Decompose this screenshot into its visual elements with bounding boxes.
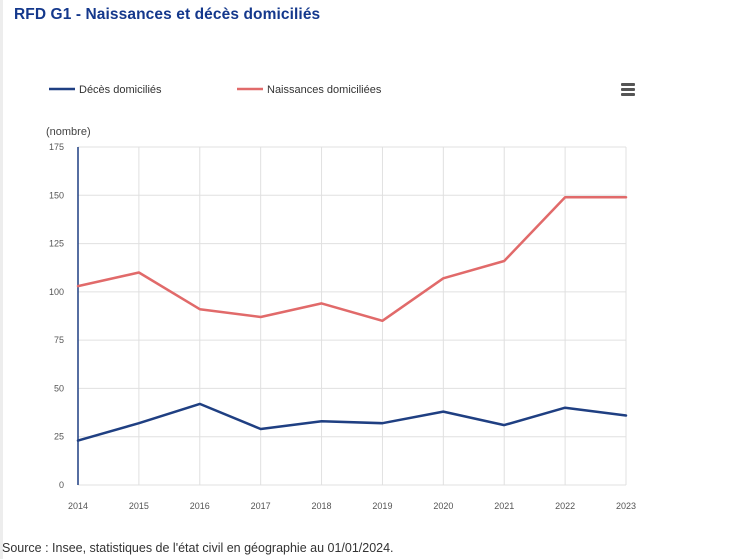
x-tick-label: 2016 <box>190 501 210 511</box>
y-tick-label: 0 <box>59 480 64 490</box>
y-tick-label: 125 <box>49 239 64 249</box>
source-note: Source : Insee, statistiques de l'état c… <box>2 541 394 555</box>
y-tick-label: 100 <box>49 287 64 297</box>
y-tick-label: 150 <box>49 190 64 200</box>
y-tick-label: 50 <box>54 383 64 393</box>
y-tick-label: 175 <box>49 142 64 152</box>
x-tick-label: 2022 <box>555 501 575 511</box>
legend-label[interactable]: Naissances domiciliées <box>267 84 382 96</box>
legend-label[interactable]: Décès domiciliés <box>79 84 162 96</box>
y-tick-label: 75 <box>54 335 64 345</box>
chart-title: RFD G1 - Naissances et décès domiciliés <box>14 6 321 23</box>
y-tick-label: 25 <box>54 432 64 442</box>
page-left-border <box>0 0 3 559</box>
x-tick-label: 2015 <box>129 501 149 511</box>
line-chart: 0 25 50 75 100 125 150 175 2014 2015 2016 2017 2018 2… <box>46 84 636 511</box>
x-tick-label: 2019 <box>372 501 392 511</box>
hamburger-menu-icon[interactable] <box>619 82 637 98</box>
naissances-series-line <box>76 195 628 323</box>
deces-series-line <box>76 402 628 442</box>
x-tick-label: 2020 <box>433 501 453 511</box>
x-tick-label: 2018 <box>312 501 332 511</box>
x-tick-label: 2014 <box>68 501 88 511</box>
x-tick-label: 2023 <box>616 501 636 511</box>
y-axis-label: (nombre) <box>46 126 91 138</box>
x-tick-label: 2021 <box>494 501 514 511</box>
x-tick-label: 2017 <box>251 501 271 511</box>
